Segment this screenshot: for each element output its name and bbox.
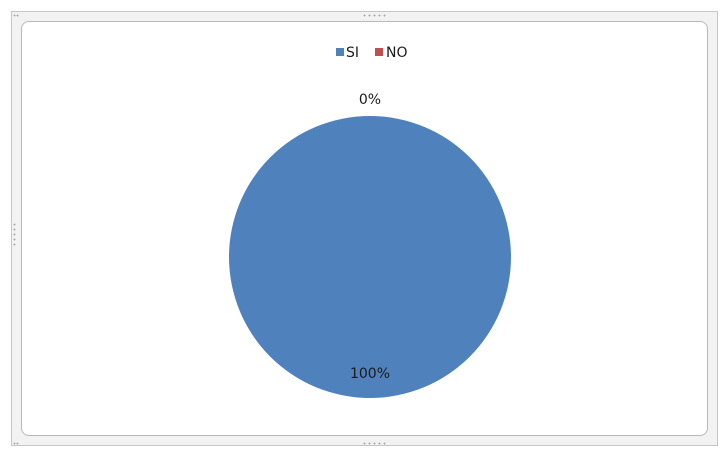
data-label-no: 0% — [359, 92, 381, 108]
left-resize-handle[interactable] — [13, 222, 16, 248]
data-label-si: 100% — [350, 366, 390, 382]
legend-swatch-no — [375, 48, 383, 56]
bottom-resize-handle[interactable] — [362, 442, 388, 445]
pie-slice-si — [229, 116, 511, 398]
top-left-resize-handle[interactable] — [13, 14, 19, 17]
bottom-left-resize-handle[interactable] — [13, 442, 19, 445]
legend-label-si: SI — [346, 45, 359, 61]
pie-slices — [229, 116, 511, 398]
legend-label-no: NO — [386, 45, 408, 61]
legend: SI NO — [336, 45, 408, 61]
top-resize-handle[interactable] — [362, 14, 388, 17]
legend-swatch-si — [336, 48, 344, 56]
